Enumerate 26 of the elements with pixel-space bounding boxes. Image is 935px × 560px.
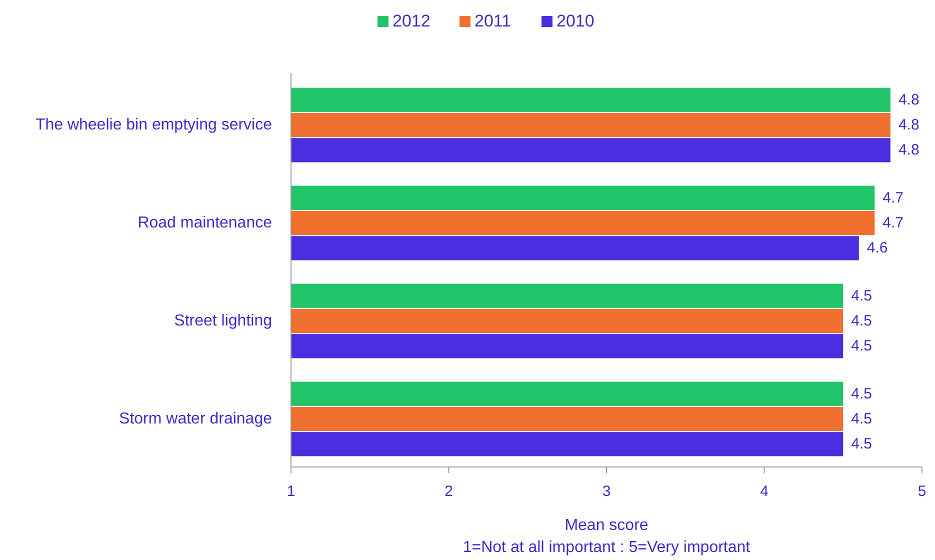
x-tick-label: 5 xyxy=(918,483,926,500)
data-label: 4.6 xyxy=(866,240,888,257)
legend-label: 2011 xyxy=(474,11,512,30)
y-tick-label: Road maintenance xyxy=(138,214,272,232)
y-tick-label: Street lighting xyxy=(174,312,272,330)
x-tick-label: 3 xyxy=(602,483,611,500)
data-label: 4.8 xyxy=(898,116,920,134)
data-label: 4.8 xyxy=(898,142,920,159)
x-tick-label: 2 xyxy=(444,483,453,500)
legend-label: 2012 xyxy=(392,11,430,30)
data-label: 4.5 xyxy=(851,410,872,428)
data-label: 4.5 xyxy=(851,436,872,453)
data-label: 4.5 xyxy=(851,287,872,304)
text: 1=Not at all important : 5=Very important xyxy=(462,539,751,556)
data-label: 4.7 xyxy=(882,214,904,232)
data-label: 4.7 xyxy=(882,189,904,206)
y-tick-label: The wheelie bin emptying service xyxy=(35,116,272,134)
x-tick-label: 4 xyxy=(760,483,768,500)
x-tick-label: 1 xyxy=(286,483,296,500)
y-tick-label: Storm water drainage xyxy=(119,410,272,428)
x-axis-title: Mean score xyxy=(564,517,648,534)
legend-label: 2010 xyxy=(556,11,594,30)
data-label: 4.8 xyxy=(898,91,920,108)
data-label: 4.5 xyxy=(851,338,872,355)
data-label: 4.5 xyxy=(851,312,872,330)
data-label: 4.5 xyxy=(851,385,872,402)
